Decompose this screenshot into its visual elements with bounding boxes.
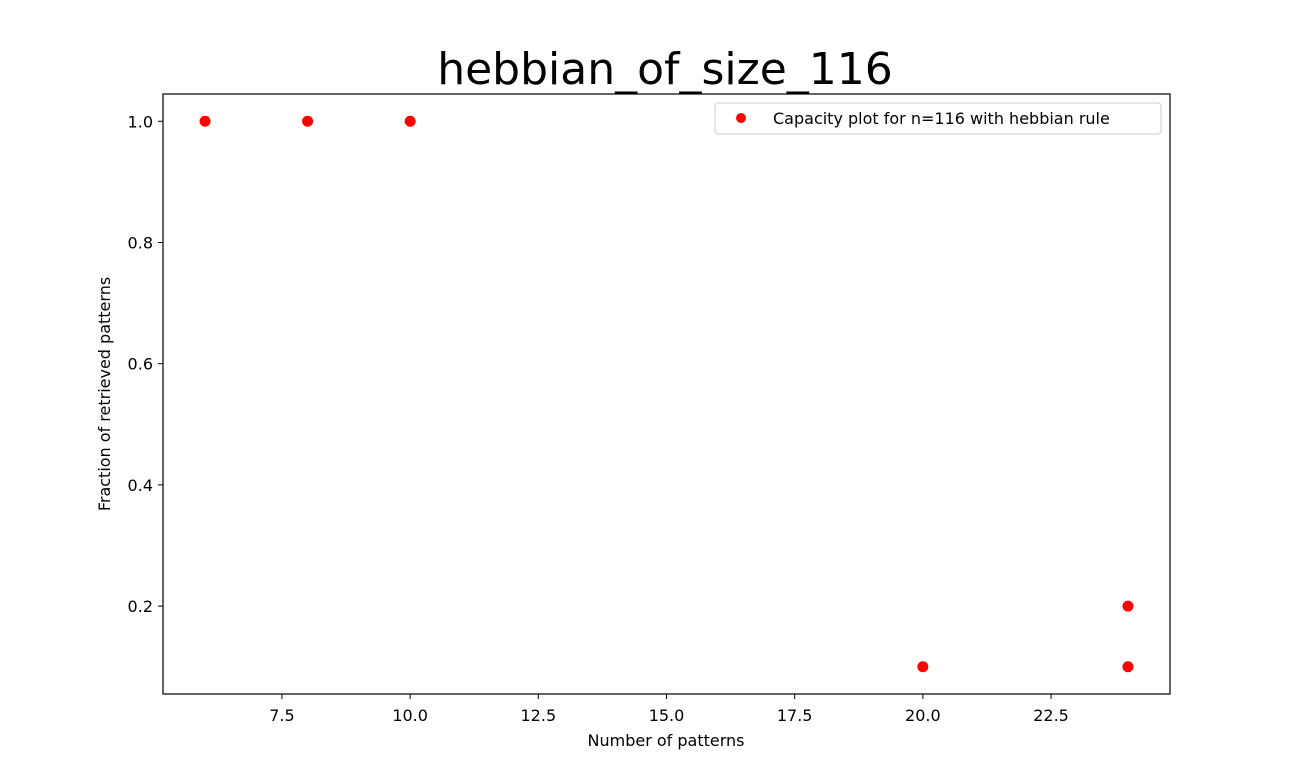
x-tick-label: 20.0 — [905, 706, 941, 725]
legend: Capacity plot for n=116 with hebbian rul… — [714, 102, 1162, 135]
data-point — [1122, 600, 1134, 612]
x-tick-label: 17.5 — [777, 706, 813, 725]
y-axis-label: Fraction of retrieved patterns — [95, 277, 114, 511]
legend-marker — [736, 113, 746, 123]
y-tick-label: 0.4 — [128, 476, 153, 495]
y-tick-label: 0.6 — [128, 355, 153, 374]
x-axis-ticks: 7.5 10.0 12.5 15.0 17.5 20.0 22.5 — [269, 694, 1069, 725]
y-tick-label: 0.8 — [128, 233, 153, 252]
x-tick-label: 10.0 — [392, 706, 428, 725]
data-point — [917, 661, 929, 673]
x-tick-label: 7.5 — [269, 706, 294, 725]
data-point — [1122, 661, 1134, 673]
x-tick-label: 22.5 — [1033, 706, 1069, 725]
y-tick-label: 1.0 — [128, 112, 153, 131]
legend-box — [714, 102, 1162, 135]
data-point — [404, 115, 416, 127]
y-axis-ticks: 0.2 0.4 0.6 0.8 1.0 — [128, 112, 163, 616]
legend-label: Capacity plot for n=116 with hebbian rul… — [773, 109, 1110, 128]
plot-area — [163, 94, 1170, 694]
data-point — [199, 115, 211, 127]
data-point — [302, 115, 314, 127]
data-points — [199, 115, 1134, 673]
x-tick-label: 15.0 — [649, 706, 685, 725]
y-tick-label: 0.2 — [128, 597, 153, 616]
x-tick-label: 12.5 — [521, 706, 557, 725]
x-axis-label: Number of patterns — [588, 731, 745, 750]
chart-title: hebbian_of_size_116 — [437, 44, 893, 95]
